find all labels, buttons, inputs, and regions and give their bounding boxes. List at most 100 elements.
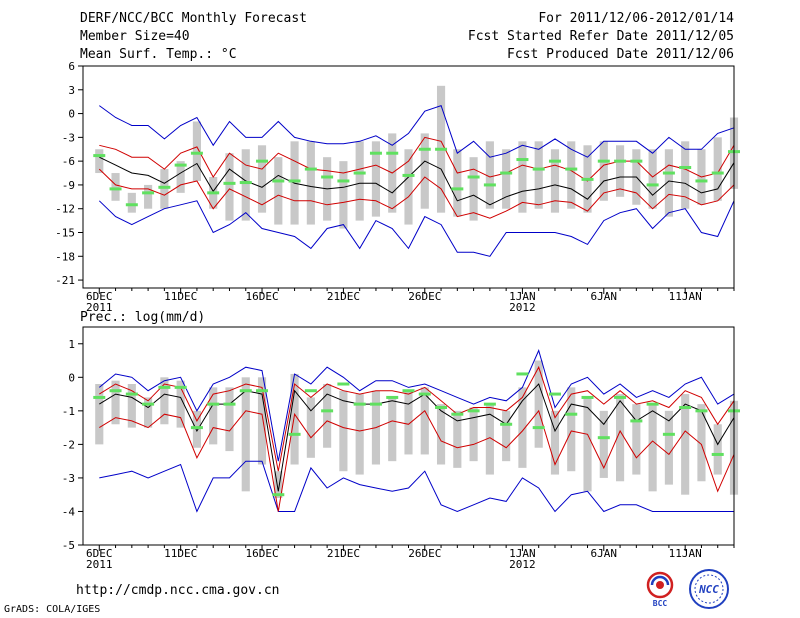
x-tick-year: 2011 — [86, 301, 113, 314]
spread-box — [274, 471, 283, 499]
spread-box — [111, 380, 120, 425]
forecast-marker — [304, 167, 317, 171]
spread-box — [355, 394, 364, 475]
forecast-marker — [532, 426, 545, 430]
forecast-marker — [467, 175, 480, 179]
forecast-marker — [288, 432, 301, 436]
spread-box — [160, 377, 169, 425]
spread-box — [257, 377, 267, 465]
series-min-line — [99, 460, 734, 513]
series-max-line — [99, 104, 735, 158]
spread-box — [485, 141, 494, 209]
forecast-marker — [158, 185, 171, 189]
forecast-marker — [158, 385, 171, 389]
ncc-logo-text: NCC — [698, 583, 719, 596]
forecast-marker — [337, 382, 350, 386]
x-tick-label: 6JAN — [591, 547, 618, 560]
spread-box — [599, 410, 608, 478]
refer-date: Fcst Started Refer Date 2011/12/05 — [467, 29, 734, 44]
forecast-marker — [174, 385, 187, 389]
series-max-line — [98, 349, 735, 462]
y-tick-label: -3 — [62, 472, 75, 485]
x-tick-label: 16DEC — [245, 290, 278, 303]
forecast-marker — [239, 181, 252, 185]
forecast-marker — [614, 159, 627, 163]
spread-box — [583, 397, 592, 492]
series-lower-line — [99, 409, 735, 512]
spread-box — [144, 184, 153, 209]
forecast-marker — [630, 419, 643, 423]
x-tick-label: 26DEC — [408, 547, 441, 560]
forecast-marker — [337, 179, 350, 183]
spread-box — [469, 157, 478, 221]
spread-box — [502, 410, 511, 462]
ncc-logo: NCC — [686, 568, 732, 610]
spread-box — [420, 387, 429, 455]
spread-box — [225, 387, 234, 452]
forecast-marker — [435, 405, 448, 409]
forecast-marker — [272, 179, 285, 183]
forecast-marker — [565, 167, 578, 171]
forecast-marker — [679, 405, 692, 409]
spread-box — [502, 149, 511, 209]
forecast-marker — [190, 426, 203, 430]
x-tick-label: 1JAN — [509, 547, 536, 560]
x-tick-label: 26DEC — [408, 290, 441, 303]
forecast-marker — [532, 167, 545, 171]
spread-box — [160, 169, 169, 209]
y-tick-label: -21 — [55, 274, 75, 287]
series-min-line — [98, 200, 735, 257]
spread-box — [95, 384, 104, 445]
spread-box — [127, 384, 136, 428]
spread-box — [420, 133, 429, 209]
spread-box — [144, 397, 153, 428]
spread-box — [241, 149, 250, 221]
y-tick-label: -3 — [62, 131, 75, 144]
x-tick-label: 16DEC — [245, 547, 278, 560]
spread-box — [550, 410, 560, 475]
forecast-marker — [597, 159, 610, 163]
forecast-marker — [451, 187, 464, 191]
forecast-marker — [548, 392, 561, 396]
forecast-marker — [353, 402, 366, 406]
spread-box — [257, 145, 267, 213]
series-median-line — [99, 156, 735, 206]
forecast-marker — [418, 392, 431, 396]
spread-box — [306, 397, 315, 458]
spread-box — [388, 397, 397, 462]
x-tick-year: 2011 — [86, 558, 113, 571]
spread-box — [404, 390, 413, 455]
forecast-marker — [630, 159, 643, 163]
spread-box — [697, 404, 706, 482]
forecast-marker — [467, 409, 480, 413]
spread-box — [339, 390, 348, 472]
y-tick-label: -2 — [62, 438, 75, 451]
forecast-marker — [369, 402, 382, 406]
forecast-marker — [207, 191, 220, 195]
x-tick-year: 2012 — [509, 558, 536, 571]
spread-box — [323, 384, 332, 448]
spread-box — [648, 404, 657, 492]
spread-box — [681, 141, 690, 209]
forecast-marker — [223, 402, 236, 406]
spread-box — [176, 161, 185, 193]
x-tick-label: 21DEC — [327, 290, 360, 303]
forecast-marker — [93, 395, 106, 399]
precip-label: Prec.: log(mm/d) — [80, 310, 206, 325]
forecast-marker — [679, 165, 692, 169]
forecast-period: For 2011/12/06-2012/01/14 — [538, 11, 734, 26]
y-tick-label: -9 — [62, 179, 75, 192]
x-tick-label: 11DEC — [164, 547, 197, 560]
forecast-marker — [646, 402, 659, 406]
x-tick-label: 6JAN — [591, 290, 618, 303]
spread-box — [404, 149, 413, 225]
forecast-marker — [190, 151, 203, 155]
forecast-marker — [125, 203, 138, 207]
spread-box — [518, 387, 527, 468]
source-url[interactable]: http://cmdp.ncc.cma.gov.cn — [76, 583, 280, 598]
spread-box — [632, 404, 641, 475]
x-tick-label: 21DEC — [327, 547, 360, 560]
forecast-marker — [109, 389, 122, 393]
chart-title: DERF/NCC/BCC Monthly Forecast — [80, 11, 307, 26]
grads-credit: GrADS: COLA/IGES — [4, 604, 101, 615]
